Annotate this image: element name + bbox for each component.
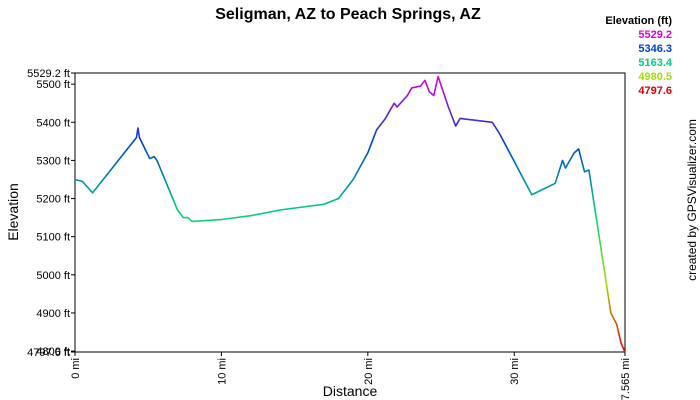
y-tick-label: 5300 ft (36, 155, 70, 167)
legend-value: 4797.6 (638, 85, 672, 97)
y-tick-label: 5400 ft (36, 117, 70, 129)
legend-value: 5346.3 (638, 43, 672, 55)
x-axis-title: Distance (323, 383, 378, 399)
legend-value: 4980.5 (638, 71, 672, 83)
elevation-line (74, 75, 626, 353)
legend-title: Elevation (ft) (605, 15, 672, 27)
y-axis-title: Elevation (5, 183, 21, 241)
y-tick-label: 4797.6 ft (27, 347, 70, 359)
legend-value: 5529.2 (638, 29, 672, 41)
y-tick-label: 5500 ft (36, 79, 70, 91)
y-tick-label: 5100 ft (36, 232, 70, 244)
y-tick-label: 4900 ft (36, 308, 70, 320)
y-tick-label: 5000 ft (36, 270, 70, 282)
x-tick-label: 10 mi (216, 358, 228, 385)
x-tick-label: 37.565 mi (620, 358, 632, 400)
legend-value: 5163.4 (638, 57, 673, 69)
plot-frame (74, 72, 626, 353)
y-tick-label: 5200 ft (36, 194, 70, 206)
credit: created by GPSVisualizer.com (685, 119, 699, 281)
chart-title: Seligman, AZ to Peach Springs, AZ (215, 6, 481, 23)
y-tick-label: 4800 ft (36, 346, 70, 358)
x-tick-label: 30 mi (509, 358, 521, 385)
x-tick-label: 20 mi (363, 358, 375, 385)
y-tick-label: 5529.2 ft (27, 68, 70, 80)
x-tick-label: 0 mi (70, 358, 82, 379)
